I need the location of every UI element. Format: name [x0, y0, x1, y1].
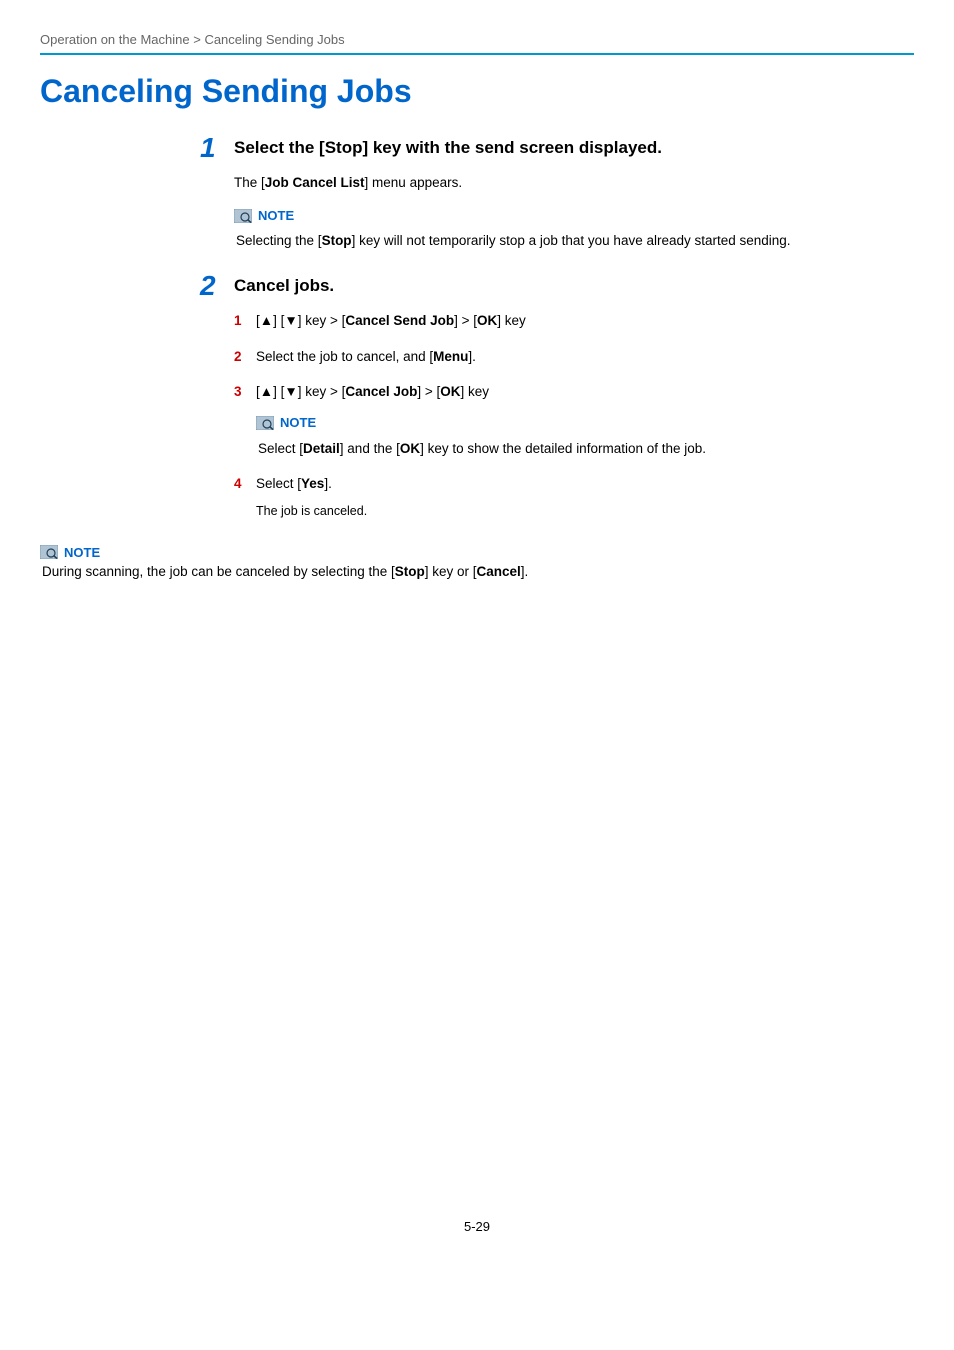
note-label-row: NOTE — [256, 413, 914, 434]
t: [▲] [▼] key > [ — [256, 384, 345, 399]
t: Select [ — [256, 476, 301, 491]
t: ]. — [521, 564, 529, 579]
substep-2: 2 Select the job to cancel, and [Menu]. — [234, 346, 914, 368]
substep-3: 3 [▲] [▼] key > [Cancel Job] > [OK] key — [234, 381, 914, 403]
t: Cancel — [477, 564, 521, 579]
step-body: The [Job Cancel List] menu appears. NOTE… — [234, 172, 914, 252]
substep-list: 1 [▲] [▼] key > [Cancel Send Job] > [OK]… — [234, 310, 914, 403]
t: Yes — [301, 476, 324, 491]
step-header: 2 Cancel jobs. — [200, 272, 914, 300]
note-word: NOTE — [258, 206, 294, 227]
t: ] key to show the detailed information o… — [420, 441, 706, 456]
t: Cancel Job — [345, 384, 417, 399]
intro-post: ] menu appears. — [365, 175, 463, 190]
substep-body: Select the job to cancel, and [Menu]. — [256, 346, 914, 368]
breadcrumb-sep: > — [190, 32, 205, 47]
note-word: NOTE — [280, 413, 316, 434]
substep-body: [▲] [▼] key > [Cancel Send Job] > [OK] k… — [256, 310, 914, 332]
substep-num: 2 — [234, 346, 246, 368]
step-2: 2 Cancel jobs. 1 [▲] [▼] key > [Cancel S… — [200, 272, 914, 521]
substep-note: NOTE Select [Detail] and the [OK] key to… — [256, 413, 914, 459]
t: Select the job to cancel, and [ — [256, 349, 433, 364]
note-text: Selecting the [Stop] key will not tempor… — [236, 230, 914, 252]
t: Stop — [395, 564, 425, 579]
t: ] key or [ — [425, 564, 477, 579]
t: ] key — [461, 384, 490, 399]
note-icon — [256, 416, 274, 430]
step-title: Cancel jobs. — [234, 272, 334, 296]
note-word: NOTE — [64, 545, 100, 560]
substep-list-cont: 4 Select [Yes]. The job is canceled. — [234, 473, 914, 521]
t: [▲] [▼] key > [ — [256, 313, 345, 328]
t: ] key — [497, 313, 526, 328]
step-body: 1 [▲] [▼] key > [Cancel Send Job] > [OK]… — [234, 310, 914, 521]
breadcrumb: Operation on the Machine > Canceling Sen… — [40, 32, 914, 47]
substep-detail: The job is canceled. — [256, 501, 914, 521]
t: Cancel Send Job — [345, 313, 454, 328]
substep-num: 4 — [234, 473, 246, 521]
breadcrumb-section: Operation on the Machine — [40, 32, 190, 47]
t: Select [ — [258, 441, 303, 456]
bottom-note: NOTE During scanning, the job can be can… — [40, 545, 914, 579]
t: ] > [ — [454, 313, 477, 328]
t: Detail — [303, 441, 340, 456]
step-header: 1 Select the [Stop] key with the send sc… — [200, 134, 914, 162]
substep-body: [▲] [▼] key > [Cancel Job] > [OK] key — [256, 381, 914, 403]
t: OK — [477, 313, 497, 328]
step-title: Select the [Stop] key with the send scre… — [234, 134, 662, 158]
header-divider — [40, 53, 914, 55]
substep-body: Select [Yes]. The job is canceled. — [256, 473, 914, 521]
note-icon — [234, 209, 252, 223]
substep-4: 4 Select [Yes]. The job is canceled. — [234, 473, 914, 521]
t: ]. — [324, 476, 332, 491]
step-1: 1 Select the [Stop] key with the send sc… — [200, 134, 914, 252]
note-icon — [40, 545, 58, 559]
note-label-row: NOTE — [234, 206, 914, 227]
step-number: 1 — [200, 134, 220, 162]
note-pre: Selecting the [ — [236, 233, 322, 248]
t: ]. — [468, 349, 476, 364]
note-box: NOTE Selecting the [Stop] key will not t… — [234, 206, 914, 252]
note-bold: Stop — [322, 233, 352, 248]
intro-bold: Job Cancel List — [265, 175, 365, 190]
t: ] and the [ — [340, 441, 400, 456]
substep-num: 1 — [234, 310, 246, 332]
content-region: 1 Select the [Stop] key with the send sc… — [200, 134, 914, 521]
t: ] > [ — [417, 384, 440, 399]
t: During scanning, the job can be canceled… — [42, 564, 395, 579]
step-number: 2 — [200, 272, 220, 300]
t: OK — [440, 384, 460, 399]
page-number: 5-29 — [40, 1219, 914, 1234]
note-label-row: NOTE — [40, 545, 914, 560]
note-text: During scanning, the job can be canceled… — [42, 564, 914, 579]
t: OK — [400, 441, 420, 456]
note-text: Select [Detail] and the [OK] key to show… — [258, 438, 914, 460]
intro-pre: The [ — [234, 175, 265, 190]
step-intro: The [Job Cancel List] menu appears. — [234, 172, 914, 194]
breadcrumb-page: Canceling Sending Jobs — [204, 32, 344, 47]
t: Menu — [433, 349, 468, 364]
substep-1: 1 [▲] [▼] key > [Cancel Send Job] > [OK]… — [234, 310, 914, 332]
page-title: Canceling Sending Jobs — [40, 73, 914, 110]
note-post: ] key will not temporarily stop a job th… — [352, 233, 791, 248]
substep-num: 3 — [234, 381, 246, 403]
